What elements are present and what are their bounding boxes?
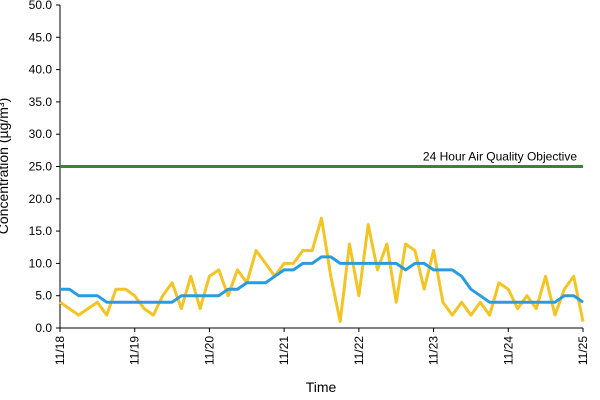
data-line: [60, 255, 584, 304]
x-tick-label: 11/18: [53, 336, 67, 365]
y-tick-label: 10.0: [29, 256, 53, 270]
y-tick-label: 50.0: [29, 0, 53, 12]
y-tick-label: 45.0: [29, 30, 53, 44]
y-tick-label: 15.0: [29, 224, 53, 238]
data-line: [59, 216, 585, 323]
y-tick-label: 35.0: [29, 95, 53, 109]
reference-label: 24 Hour Air Quality Objective: [423, 150, 577, 164]
x-tick-label: 11/23: [427, 336, 441, 365]
x-tick-label: 11/19: [128, 336, 142, 365]
y-tick-label: 40.0: [29, 63, 53, 77]
x-tick-label: 11/22: [352, 336, 366, 365]
y-axis-label: Concentration (µg/m³): [0, 98, 11, 234]
x-tick-label: 11/24: [501, 336, 515, 365]
x-tick-label: 11/20: [202, 336, 216, 365]
x-axis-label: Time: [306, 379, 337, 395]
y-tick-label: 30.0: [29, 127, 53, 141]
x-tick-label: 11/25: [576, 336, 590, 365]
y-tick-label: 5.0: [35, 289, 52, 303]
x-tick-label: 11/21: [277, 336, 291, 365]
y-tick-label: 0.0: [35, 321, 52, 335]
y-tick-label: 20.0: [29, 192, 53, 206]
y-tick-label: 25.0: [29, 160, 53, 174]
